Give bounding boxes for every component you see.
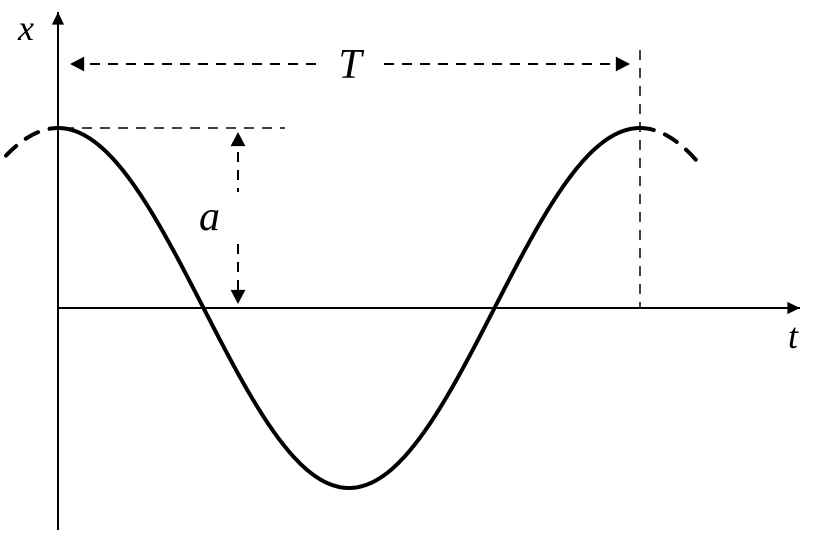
amplitude-label: a <box>199 194 220 240</box>
period-label: T <box>338 42 364 88</box>
x-axis-label: x <box>17 8 34 48</box>
t-axis-label: t <box>788 316 799 356</box>
